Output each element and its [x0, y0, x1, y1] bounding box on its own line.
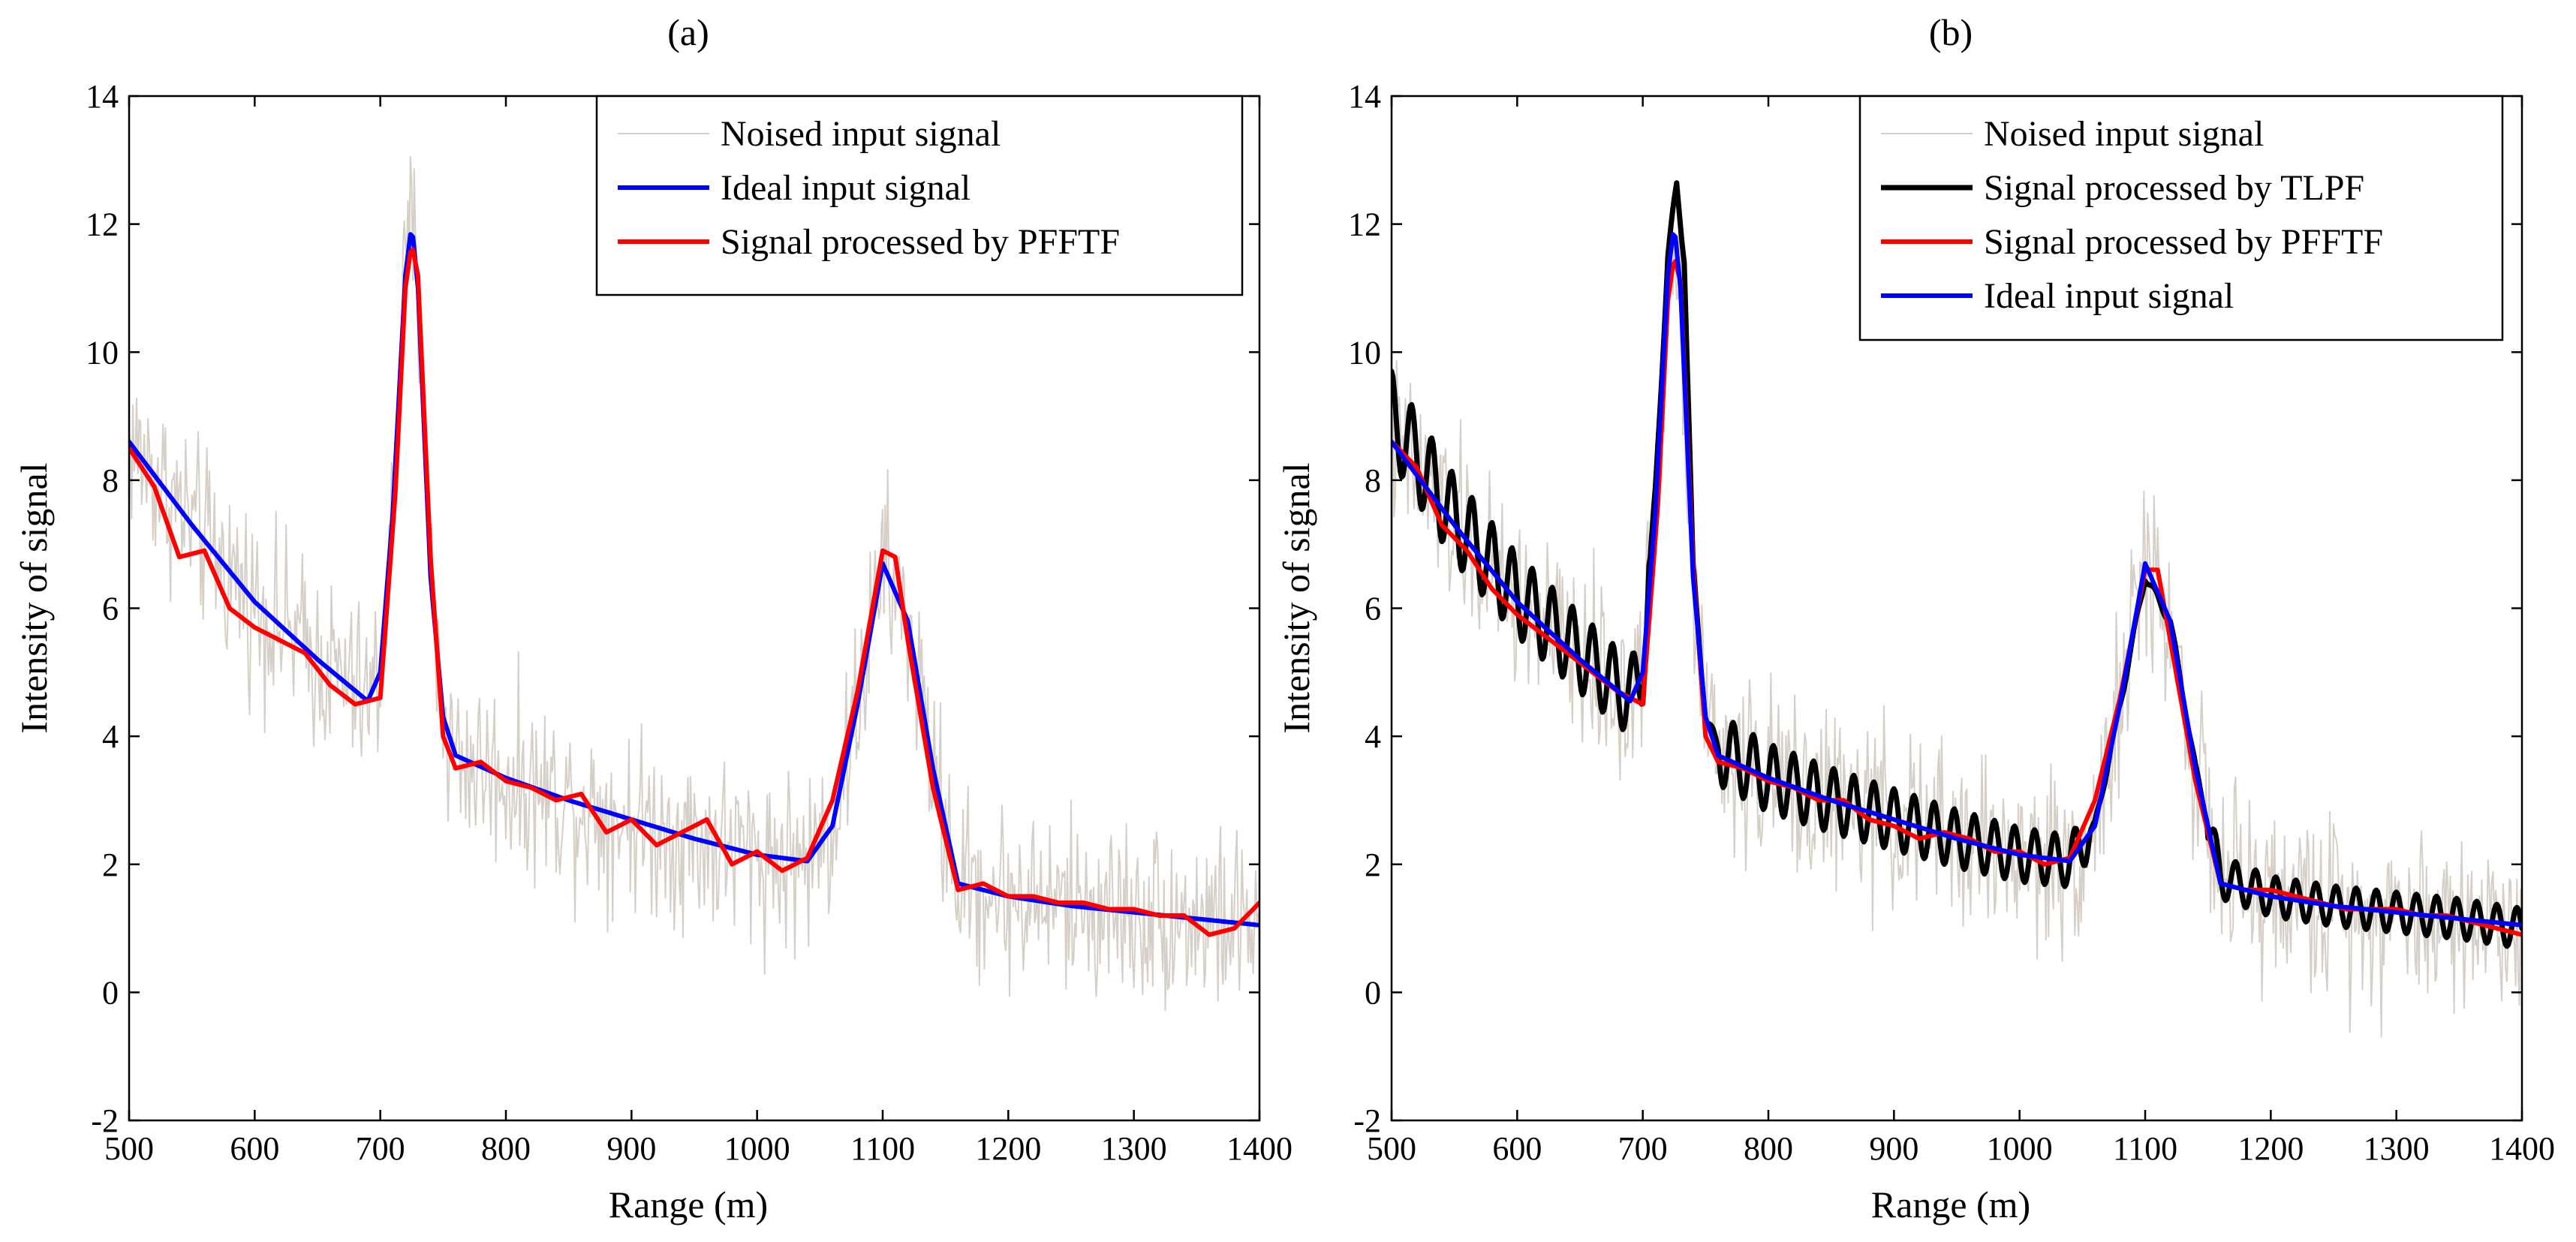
x-tick-label: 1400 — [1226, 1130, 1293, 1167]
x-tick-label: 700 — [356, 1130, 405, 1167]
y-axis-label: Intensity of signal — [13, 462, 55, 733]
series-line-noised-input-signal — [129, 155, 1259, 1012]
x-tick-label: 500 — [104, 1130, 154, 1167]
x-tick-label: 1000 — [724, 1130, 790, 1167]
y-tick-label: 4 — [102, 718, 119, 755]
y-tick-label: 2 — [1365, 847, 1381, 883]
legend-label: Signal processed by PFFTF — [721, 222, 1120, 262]
legend-label: Ideal input signal — [721, 168, 971, 208]
legend-box — [1858, 95, 2504, 341]
plot-area: 500 600 700 800 900 1000 1100 1200 1300 1400 -2 0 2 4… — [86, 78, 1293, 1167]
legend-box — [595, 95, 1244, 296]
series-group — [129, 155, 1259, 1012]
chart-panel-a: (a) Range (m) Intensity of signal 500 600… — [13, 11, 1293, 1225]
x-tick-label: 600 — [1492, 1130, 1542, 1167]
y-tick-label: 6 — [1365, 591, 1381, 627]
y-tick-label: 2 — [102, 847, 119, 883]
series-line-signal-processed-by-pfftf — [129, 247, 1259, 937]
y-tick-label: 4 — [1365, 718, 1381, 755]
y-tick-label: 12 — [86, 206, 119, 243]
x-tick-label: 600 — [230, 1130, 279, 1167]
chart-title: (a) — [667, 11, 709, 53]
x-tick-label: 900 — [606, 1130, 656, 1167]
x-tick-label: 700 — [1618, 1130, 1668, 1167]
y-tick-label: -2 — [91, 1102, 119, 1139]
chart-title: (b) — [1929, 11, 1973, 53]
series-line-signal-processed-by-tlpf — [1392, 180, 2522, 949]
y-tick-label: 8 — [1365, 462, 1381, 499]
series-line-ideal-input-signal — [1392, 232, 2522, 928]
plot-area: 500 600 700 800 900 1000 1100 1200 1300 1400 -2 0 2 4… — [1348, 78, 2555, 1167]
series-line-signal-processed-by-pfftf — [1392, 259, 2522, 937]
legend-label: Noised input signal — [1984, 114, 2264, 154]
x-tick-label: 1400 — [2489, 1130, 2555, 1167]
legend-label: Noised input signal — [721, 114, 1001, 154]
y-tick-label: 6 — [102, 591, 119, 627]
x-axis-label: Range (m) — [1871, 1183, 2030, 1225]
x-tick-label: 1100 — [850, 1130, 915, 1167]
x-tick-label: 1200 — [2237, 1130, 2304, 1167]
legend: Noised input signal Signal processed by T… — [1858, 95, 2504, 341]
y-tick-label: 10 — [1348, 334, 1381, 371]
y-tick-label: 8 — [102, 462, 119, 499]
series-group — [1392, 180, 2522, 1038]
legend-label: Ideal input signal — [1984, 276, 2234, 316]
y-axis-label: Intensity of signal — [1275, 462, 1317, 733]
x-tick-label: 1100 — [2113, 1130, 2177, 1167]
y-tick-label: 0 — [1365, 974, 1381, 1011]
legend-label: Signal processed by TLPF — [1984, 168, 2364, 208]
x-tick-label: 500 — [1367, 1130, 1416, 1167]
y-tick-label: 10 — [86, 334, 119, 371]
x-tick-label: 800 — [1744, 1130, 1793, 1167]
series-line-ideal-input-signal — [129, 232, 1259, 928]
x-tick-label: 1200 — [975, 1130, 1041, 1167]
x-axis-label: Range (m) — [609, 1183, 768, 1225]
x-tick-label: 900 — [1869, 1130, 1918, 1167]
legend-label: Signal processed by PFFTF — [1984, 222, 2383, 262]
chart-panel-b: (b) Range (m) Intensity of signal 500 600… — [1275, 11, 2555, 1225]
y-tick-label: 14 — [1348, 78, 1381, 115]
x-tick-label: 800 — [481, 1130, 531, 1167]
legend: Noised input signal Ideal input signal Sig… — [595, 95, 1244, 296]
y-tick-label: -2 — [1353, 1102, 1381, 1139]
x-tick-label: 1000 — [1987, 1130, 2053, 1167]
y-tick-label: 12 — [1348, 206, 1381, 243]
y-tick-label: 0 — [102, 974, 119, 1011]
x-tick-label: 1300 — [1101, 1130, 1167, 1167]
x-tick-label: 1300 — [2364, 1130, 2430, 1167]
y-tick-label: 14 — [86, 78, 119, 115]
